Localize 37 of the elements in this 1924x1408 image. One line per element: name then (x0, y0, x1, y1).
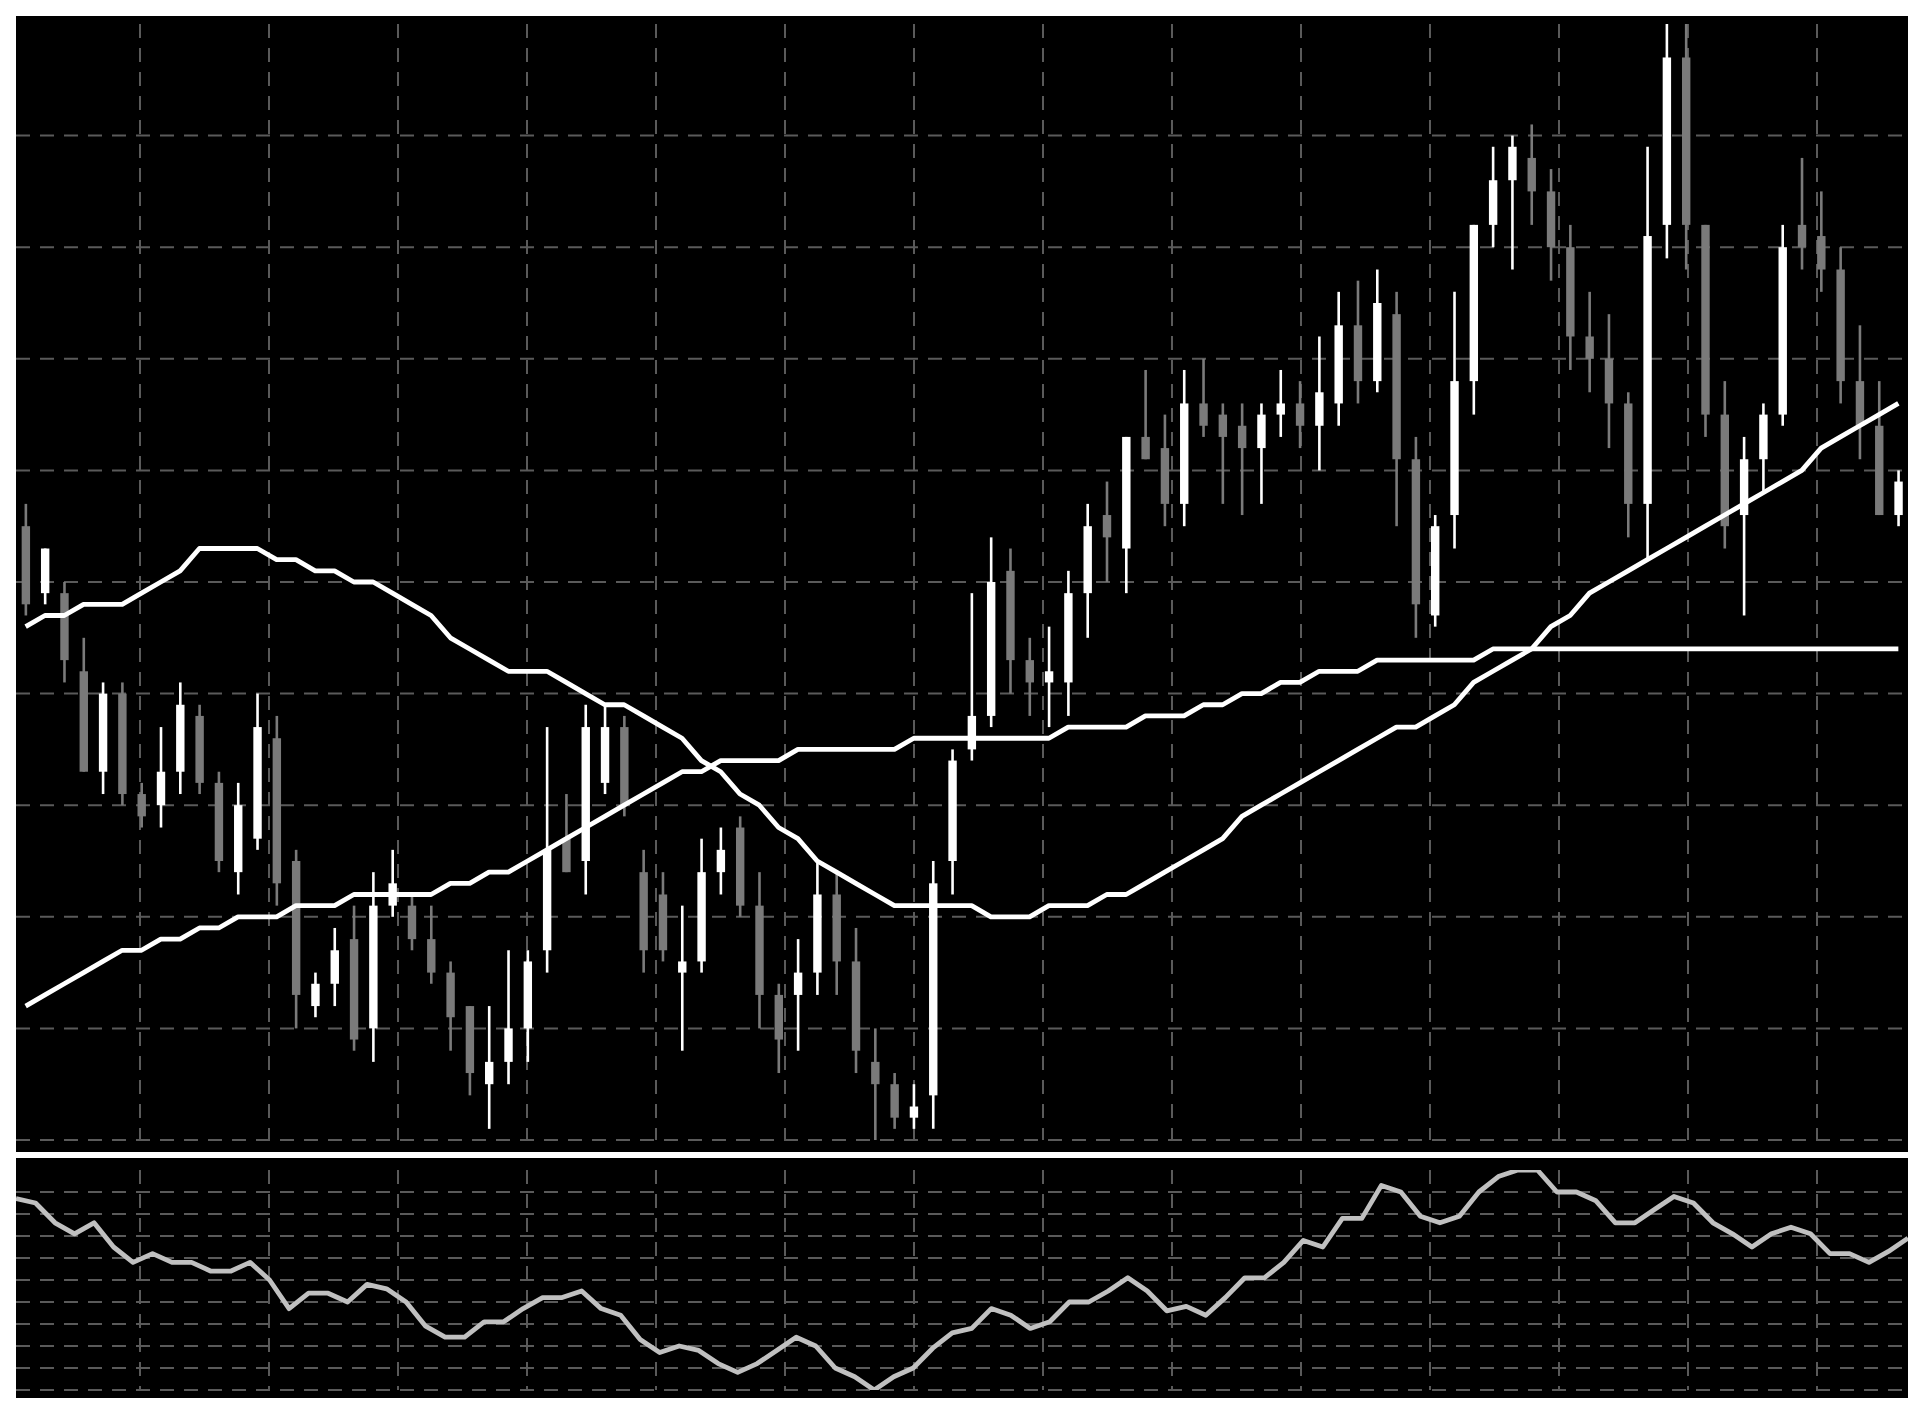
candlestick (1488, 145, 1498, 249)
candlestick (774, 982, 783, 1075)
candlestick (137, 781, 146, 829)
candlestick (871, 1027, 880, 1140)
candlestick (1527, 123, 1536, 227)
candlestick (716, 826, 726, 896)
candlestick (1508, 134, 1517, 271)
candlestick (1604, 312, 1614, 450)
candlestick (793, 937, 803, 1053)
candlestick (485, 1004, 494, 1131)
candlestick (1797, 156, 1807, 271)
candlestick (1218, 402, 1228, 506)
candlestick (446, 960, 455, 1053)
candlestick (1237, 402, 1247, 517)
candlestick (40, 547, 50, 606)
candlestick (1141, 368, 1150, 461)
candlestick (1102, 480, 1112, 584)
candlestick (1315, 335, 1324, 472)
candlestick (311, 971, 320, 1019)
candlestick (1276, 368, 1285, 439)
candlestick (1199, 357, 1208, 439)
candlestick (1817, 190, 1826, 294)
candlestick (1894, 469, 1903, 528)
candlestick (1025, 636, 1034, 718)
candlestick (562, 792, 571, 874)
candlestick (427, 904, 436, 986)
candlestick (890, 1071, 899, 1131)
candlestick (909, 1082, 919, 1131)
candlestick (407, 893, 417, 952)
candlestick (504, 948, 513, 1086)
candlestick (156, 725, 166, 829)
candlestick (1257, 402, 1266, 506)
candlestick (678, 904, 687, 1053)
candlestick (330, 926, 339, 1008)
candlestick (1585, 290, 1594, 394)
candlestick (1044, 625, 1054, 729)
candlestick (1295, 379, 1305, 450)
